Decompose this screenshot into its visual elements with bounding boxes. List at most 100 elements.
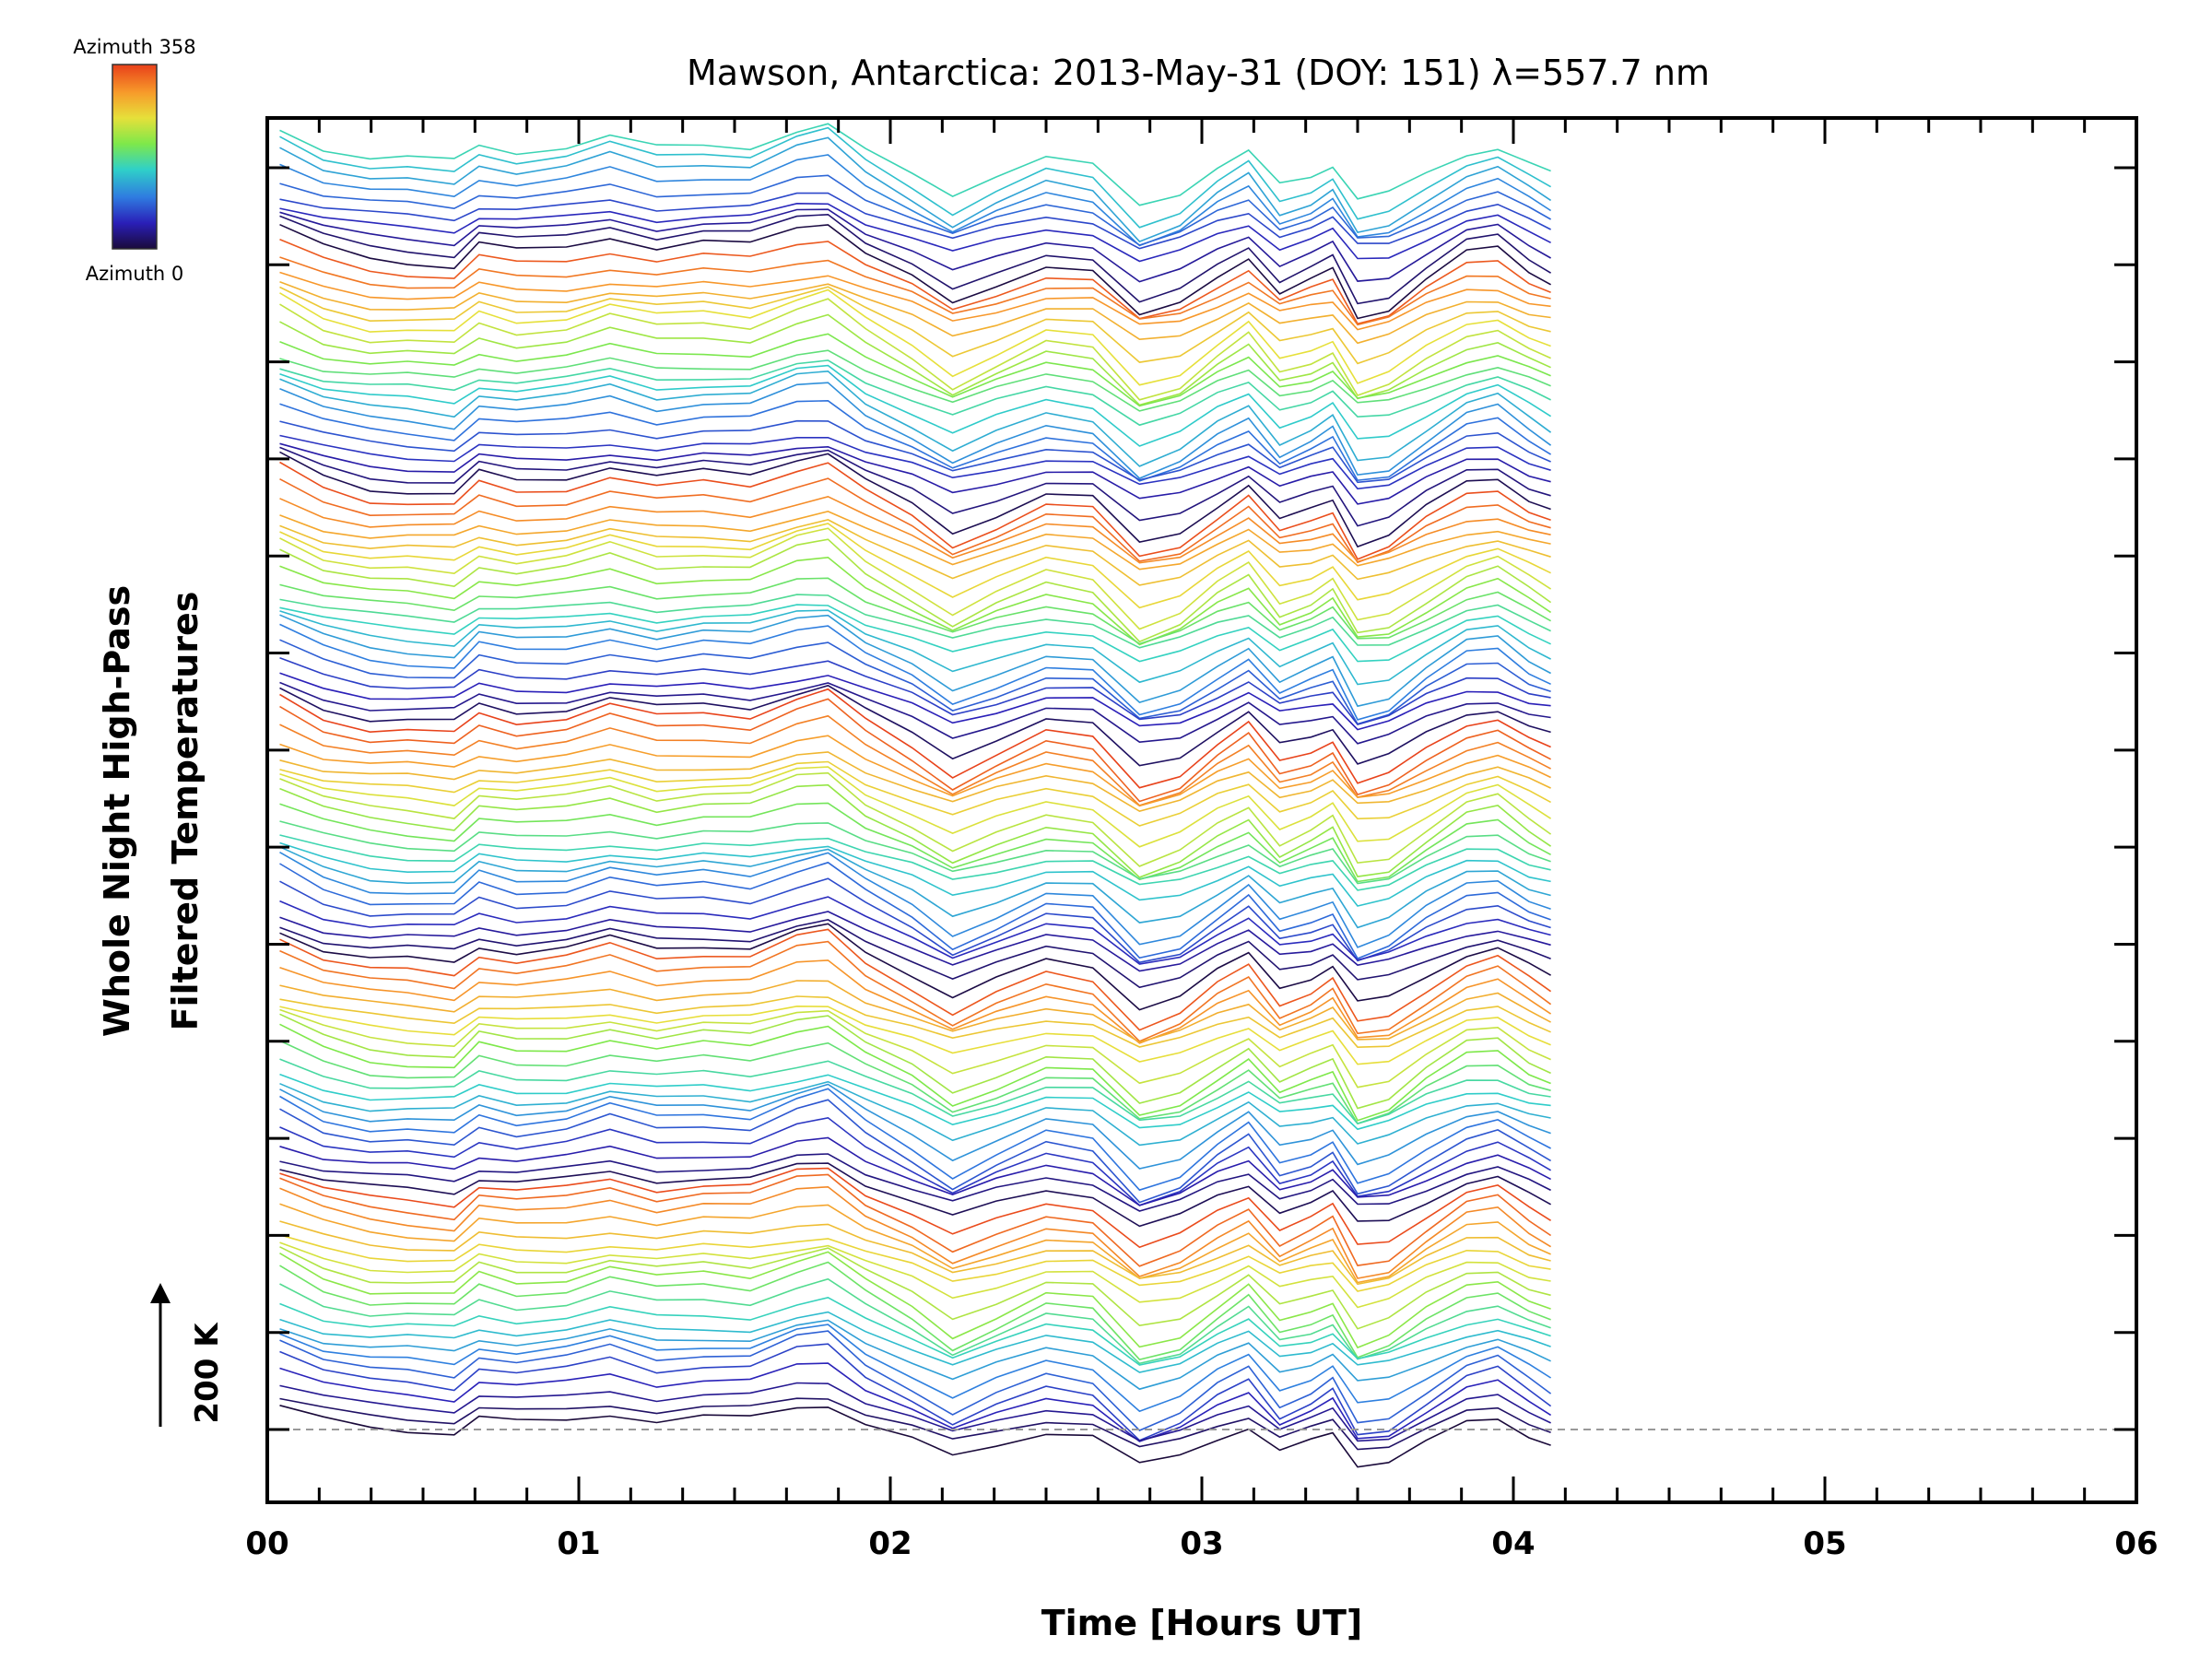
- azimuth-trace: [279, 1251, 1551, 1349]
- azimuth-trace: [279, 861, 1551, 960]
- azimuth-trace: [279, 1362, 1552, 1442]
- azimuth-trace: [279, 1058, 1551, 1125]
- azimuth-trace: [279, 841, 1551, 907]
- azimuth-trace: [279, 911, 1551, 972]
- azimuth-trace: [279, 1296, 1551, 1366]
- azimuth-trace: [279, 928, 1552, 1031]
- azimuth-trace: [279, 846, 1551, 929]
- x-tick-label: 00: [245, 1525, 288, 1562]
- azimuth-trace: [279, 1311, 1551, 1373]
- azimuth-trace: [279, 820, 1551, 885]
- azimuth-trace: [279, 1343, 1552, 1441]
- azimuth-trace: [279, 1203, 1551, 1284]
- azimuth-trace: [279, 382, 1552, 479]
- azimuth-trace: [279, 399, 1552, 482]
- azimuth-trace: [279, 594, 1551, 649]
- x-tick-label: 01: [557, 1525, 600, 1562]
- azimuth-trace: [279, 239, 1551, 325]
- azimuth-trace: [279, 123, 1551, 206]
- azimuth-trace: [279, 527, 1552, 630]
- azimuth-trace: [279, 834, 1551, 891]
- azimuth-trace: [279, 1173, 1552, 1267]
- x-axis-title: Time [Hours UT]: [1041, 1603, 1363, 1643]
- azimuth-trace: [279, 852, 1551, 948]
- azimuth-trace: [279, 688, 1551, 789]
- azimuth-trace: [279, 213, 1552, 305]
- azimuth-trace: [279, 136, 1552, 243]
- azimuth-trace: [279, 672, 1551, 731]
- azimuth-trace: [279, 519, 1551, 586]
- azimuth-trace: [279, 896, 1551, 965]
- azimuth-trace: [279, 333, 1551, 407]
- axis-ticks: [265, 118, 2138, 1502]
- azimuth-trace: [279, 1083, 1551, 1170]
- azimuth-trace: [279, 442, 1551, 505]
- azimuth-trace: [279, 1005, 1551, 1065]
- azimuth-trace: [279, 271, 1551, 331]
- azimuth-trace: [279, 940, 1552, 1042]
- azimuth-trace: [279, 980, 1551, 1043]
- azimuth-trace: [279, 1261, 1551, 1360]
- azimuth-trace: [279, 1073, 1551, 1131]
- azimuth-trace: [279, 1246, 1551, 1330]
- x-tick-label: 05: [1803, 1525, 1846, 1562]
- azimuth-trace: [279, 461, 1551, 560]
- azimuth-trace: [279, 923, 1551, 1011]
- azimuth-trace: [279, 174, 1551, 246]
- azimuth-trace: [279, 684, 1551, 767]
- x-tick-label: 03: [1180, 1525, 1223, 1562]
- scale-bar: 200 K: [150, 1283, 226, 1427]
- azimuth-trace: [279, 698, 1551, 803]
- x-tick-label: 02: [868, 1525, 912, 1562]
- azimuth-trace: [279, 1319, 1551, 1391]
- azimuth-trace: [279, 313, 1551, 406]
- azimuth-trace: [279, 446, 1551, 527]
- azimuth-trace: [279, 1008, 1551, 1088]
- azimuth-trace: [279, 288, 1551, 386]
- azimuth-trace: [279, 735, 1551, 807]
- azimuth-trace: [279, 1136, 1551, 1206]
- azimuth-trace: [279, 1162, 1551, 1228]
- azimuth-trace: [279, 577, 1551, 645]
- azimuth-trace: [279, 1277, 1551, 1365]
- azimuth-trace: [279, 281, 1551, 345]
- azimuth-trace: [279, 995, 1551, 1049]
- azimuth-trace: [279, 1023, 1551, 1122]
- y-axis-title-line1: Whole Night High-Pass: [97, 585, 137, 1037]
- azimuth-trace: [279, 1116, 1552, 1206]
- trace-layer: [279, 123, 1552, 1468]
- x-tick-label: 06: [2114, 1525, 2158, 1562]
- azimuth-trace: [279, 766, 1552, 848]
- y-axis-title-line2: Filtered Temperatures: [165, 592, 206, 1031]
- azimuth-trace: [279, 1088, 1551, 1192]
- azimuth-trace: [279, 1382, 1551, 1442]
- azimuth-trace: [279, 1013, 1551, 1110]
- azimuth-trace: [279, 919, 1551, 989]
- azimuth-trace: [279, 783, 1552, 878]
- azimuth-trace: [279, 511, 1551, 571]
- scale-bar-label: 200 K: [189, 1322, 226, 1424]
- azimuth-trace: [279, 256, 1551, 326]
- azimuth-trace: [279, 604, 1551, 663]
- azimuth-trace: [279, 1397, 1551, 1451]
- azimuth-trace: [279, 523, 1551, 609]
- azimuth-trace: [279, 751, 1551, 813]
- azimuth-trace: [279, 1405, 1551, 1468]
- azimuth-trace: [279, 609, 1551, 686]
- azimuth-trace: [279, 1099, 1552, 1204]
- azimuth-trace: [279, 192, 1551, 250]
- colorbar-top-label: Azimuth 358: [73, 36, 195, 58]
- azimuth-trace: [279, 714, 1551, 806]
- colorbar-bottom-label: Azimuth 0: [86, 263, 184, 285]
- azimuth-trace: [279, 451, 1551, 548]
- azimuth-trace: [279, 802, 1551, 883]
- azimuth-trace: [279, 1153, 1551, 1212]
- azimuth-trace: [279, 298, 1551, 401]
- azimuth-trace: [279, 154, 1552, 247]
- azimuth-trace: [279, 681, 1551, 745]
- colorbar: [112, 64, 158, 250]
- azimuth-trace: [279, 202, 1551, 263]
- azimuth-trace: [279, 538, 1552, 643]
- azimuth-trace: [279, 495, 1551, 564]
